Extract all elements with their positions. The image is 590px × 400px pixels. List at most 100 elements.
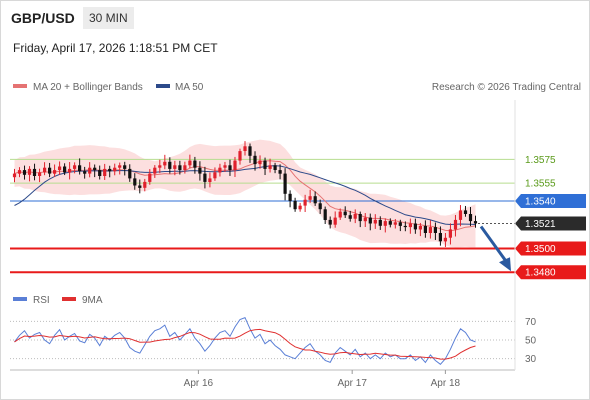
candle-body xyxy=(203,173,207,182)
candle-body xyxy=(143,181,147,188)
candle-body xyxy=(148,173,152,182)
copyright-label: Research © 2026 Trading Central xyxy=(432,82,581,93)
candle-body xyxy=(58,166,62,171)
candle-body xyxy=(253,155,257,165)
candle-body xyxy=(12,173,17,178)
candle-body xyxy=(448,229,452,238)
candle-body xyxy=(103,168,107,176)
candle-body xyxy=(218,167,222,173)
candle-body xyxy=(323,209,327,220)
candle-body xyxy=(228,165,232,170)
candle-body xyxy=(27,168,32,175)
time-tick-label: Apr 17 xyxy=(337,378,367,389)
level-label: 1.3555 xyxy=(525,179,556,190)
candle-body xyxy=(438,233,442,242)
rsi-tick-label: 50 xyxy=(525,336,537,347)
level-tag-1.3521 xyxy=(515,216,586,231)
candle-body xyxy=(243,146,247,151)
ma50-line xyxy=(14,165,476,226)
forecast-arrow-shaft xyxy=(479,225,508,263)
candle-body xyxy=(63,166,67,173)
ma20-line xyxy=(14,160,476,232)
candle-body xyxy=(423,225,427,233)
forecast-arrow-head xyxy=(499,257,511,272)
candle-body xyxy=(123,165,127,169)
candle-body xyxy=(278,170,282,174)
candle-body xyxy=(73,165,77,169)
level-label: 1.3575 xyxy=(525,155,556,166)
candle-body xyxy=(313,196,317,204)
level-tag-1.3540 xyxy=(515,193,586,208)
candle-body xyxy=(208,178,212,182)
candle-body xyxy=(22,170,27,175)
candle-body xyxy=(433,227,437,233)
forecast-arrow xyxy=(479,225,511,272)
time-axis-ticks: Apr 16 Apr 17 Apr 18 xyxy=(184,370,461,389)
candle-body xyxy=(263,160,267,169)
candle-body xyxy=(458,210,463,220)
candle-body xyxy=(388,221,392,225)
ma9-legend-swatch xyxy=(62,297,76,301)
rsi-tick-label: 30 xyxy=(525,354,537,365)
candle-body xyxy=(268,165,272,169)
candle-body xyxy=(473,221,478,224)
candle-body xyxy=(293,200,297,210)
candle-body xyxy=(128,168,132,179)
rsi-ma9-line xyxy=(14,328,476,360)
candle-body xyxy=(48,167,52,174)
level-tag-text: 1.3480 xyxy=(525,268,556,279)
time-tick-label: Apr 16 xyxy=(184,378,214,389)
candle-body xyxy=(163,161,167,166)
candle-body xyxy=(223,165,227,168)
rsi-tick-label: 70 xyxy=(525,317,537,328)
candle-body xyxy=(188,160,192,166)
candle-body xyxy=(43,167,47,173)
candle-body xyxy=(333,217,337,225)
candle-body xyxy=(233,160,237,171)
candle-body xyxy=(168,161,172,169)
candle-body xyxy=(403,225,407,228)
candle-body xyxy=(443,237,447,242)
candle-body xyxy=(283,173,287,194)
level-tags: 1.3575 1.3555 1.3540 1.3521 1.3500 1.3480 xyxy=(515,155,586,280)
candle-body xyxy=(318,203,322,210)
candles xyxy=(12,141,478,248)
level-lines xyxy=(10,158,515,274)
rsi-panel: 70 50 30 xyxy=(10,317,537,365)
candle-body xyxy=(193,160,197,168)
candle-body xyxy=(383,221,387,226)
candle-body xyxy=(83,171,87,174)
candle-body xyxy=(358,214,362,222)
candle-body xyxy=(338,211,342,218)
candle-body xyxy=(158,165,162,168)
candle-body xyxy=(178,165,182,170)
candle-body xyxy=(118,165,122,168)
candle-body xyxy=(303,199,307,206)
level-tag-text: 1.3500 xyxy=(525,244,556,255)
candle-body xyxy=(463,210,468,214)
candle-body xyxy=(453,219,458,230)
candle-body xyxy=(363,217,367,222)
ma9-legend-label: 9MA xyxy=(82,295,103,306)
ma20-legend-label: MA 20 + Bollinger Bands xyxy=(33,82,143,93)
rsi-line xyxy=(14,316,476,365)
candle-body xyxy=(393,222,397,225)
candle-body xyxy=(288,193,292,201)
candle-body xyxy=(273,165,277,170)
level-tag-1.3500 xyxy=(515,241,586,256)
candle-body xyxy=(17,170,22,174)
level-tag-text: 1.3521 xyxy=(525,219,556,230)
rsi-legend-label: RSI xyxy=(33,295,50,306)
candle-body xyxy=(298,205,302,210)
datetime-label: Friday, April 17, 2026 1:18:51 PM CET xyxy=(13,41,218,55)
candle-body xyxy=(353,214,357,219)
candle-body xyxy=(308,196,312,200)
candle-body xyxy=(413,223,417,230)
candle-body xyxy=(408,223,412,228)
candle-body xyxy=(78,165,82,172)
timeframe-badge[interactable]: 30 MIN xyxy=(83,7,134,29)
candle-body xyxy=(93,167,97,171)
candle-body xyxy=(378,219,382,226)
candle-body xyxy=(32,168,37,176)
